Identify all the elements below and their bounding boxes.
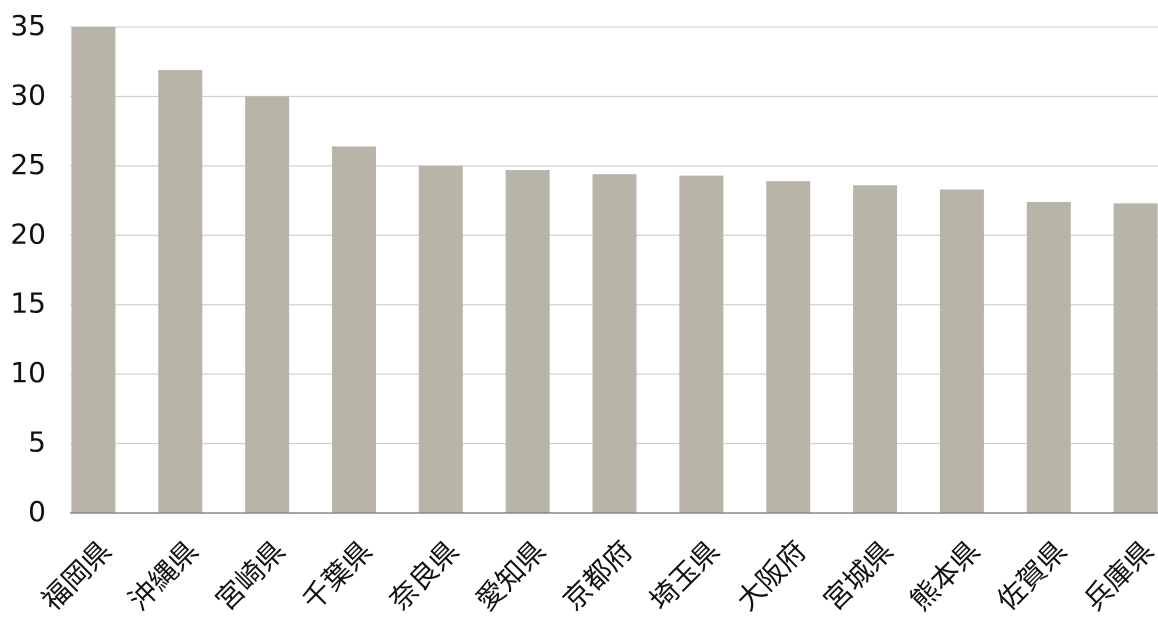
- bar: [331, 146, 376, 513]
- y-tick-label: 35: [10, 9, 46, 42]
- x-tick-label: 京都府: [556, 534, 639, 617]
- bar: [505, 170, 550, 513]
- x-tick-label: 宮城県: [817, 534, 900, 617]
- x-tick-label: 愛知県: [470, 534, 553, 617]
- x-tick-label: 福岡県: [35, 534, 118, 617]
- x-tick-label: 宮崎県: [209, 534, 292, 617]
- bar: [592, 174, 637, 513]
- x-tick-label: 沖縄県: [122, 534, 205, 617]
- bar: [71, 27, 116, 513]
- y-tick-label: 5: [28, 426, 46, 459]
- x-tick-label: 佐賀県: [991, 534, 1074, 617]
- y-tick-label: 20: [10, 217, 46, 250]
- y-tick-label: 10: [10, 356, 46, 389]
- bar: [1026, 201, 1071, 513]
- x-tick-label: 千葉県: [296, 534, 379, 617]
- bar: [853, 185, 898, 513]
- x-tick-label: 埼玉県: [643, 534, 726, 617]
- y-tick-label: 0: [28, 495, 46, 528]
- bar: [158, 70, 203, 513]
- y-tick-label: 15: [10, 287, 46, 320]
- bar: [245, 96, 290, 513]
- y-tick-label: 30: [10, 78, 46, 111]
- bar: [679, 175, 724, 513]
- bar: [1113, 203, 1158, 513]
- x-tick-label: 大阪府: [730, 534, 813, 617]
- x-tick-label: 兵庫県: [1077, 534, 1158, 617]
- x-tick-label: 熊本県: [904, 534, 987, 617]
- bar: [939, 189, 984, 513]
- x-tick-label: 奈良県: [383, 534, 466, 617]
- bar: [766, 181, 811, 514]
- bar: [418, 165, 463, 513]
- y-tick-label: 25: [10, 148, 46, 181]
